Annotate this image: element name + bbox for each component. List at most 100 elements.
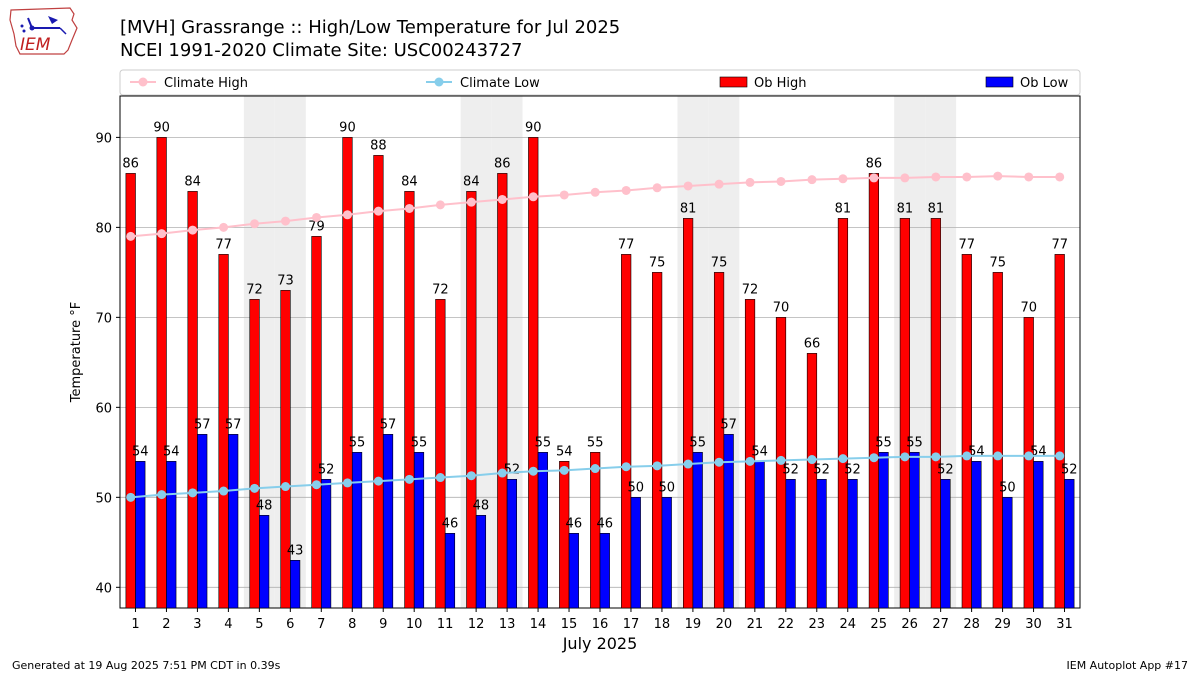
ob-low-bar-31: [1064, 479, 1075, 609]
ob-high-label-26: 81: [897, 201, 914, 216]
ob-high-label-5: 72: [246, 282, 263, 297]
x-tick-label-6: 6: [286, 617, 294, 632]
climate-high-point-2: [157, 229, 167, 239]
x-tick-label-4: 4: [224, 617, 232, 632]
x-tick-label-2: 2: [162, 617, 170, 632]
ob-high-bar-6: [280, 290, 291, 609]
ob-high-bar-25: [868, 173, 880, 609]
generated-timestamp: Generated at 19 Aug 2025 7:51 PM CDT in …: [12, 659, 281, 672]
climate-high-point-30: [1024, 172, 1034, 182]
ob-high-bar-5: [249, 299, 260, 609]
climate-low-point-21: [745, 456, 755, 466]
climate-low-point-15: [559, 465, 569, 475]
ob-low-label-12: 48: [473, 498, 490, 513]
ob-high-bar-14: [528, 137, 539, 609]
climate-low-point-5: [250, 483, 260, 493]
y-tick-label-80: 80: [95, 221, 112, 236]
x-tick-label-29: 29: [994, 617, 1011, 632]
legend-ob-high-label: Ob High: [754, 76, 807, 91]
climate-high-point-24: [838, 174, 848, 184]
ob-low-bar-2: [166, 461, 177, 609]
climate-high-point-29: [993, 171, 1003, 181]
ob-low-bar-19: [692, 452, 703, 609]
ob-high-bar-7: [311, 236, 322, 609]
ob-low-bar-25: [878, 452, 889, 609]
climate-high-point-3: [188, 225, 198, 235]
climate-low-point-31: [1055, 451, 1065, 461]
ob-high-bar-31: [1054, 254, 1065, 609]
ob-low-label-20: 57: [720, 417, 737, 432]
climate-high-point-9: [373, 206, 383, 216]
x-tick-label-21: 21: [747, 617, 764, 632]
ob-high-label-8: 90: [339, 120, 356, 135]
ob-low-bar-29: [1002, 497, 1013, 609]
ob-low-label-23: 52: [813, 462, 830, 477]
climate-low-point-9: [373, 476, 383, 486]
ob-low-bar-14: [537, 452, 548, 609]
ob-low-bar-20: [723, 434, 734, 609]
ob-low-bar-24: [847, 479, 858, 609]
climate-low-point-25: [869, 453, 879, 463]
ob-high-label-22: 70: [773, 300, 790, 315]
ob-high-bar-23: [806, 353, 818, 609]
ob-low-label-5: 48: [256, 498, 273, 513]
climate-high-point-18: [652, 183, 662, 193]
ob-low-bar-9: [382, 434, 394, 609]
ob-low-label-25: 55: [875, 435, 892, 450]
climate-low-point-10: [404, 474, 414, 484]
climate-low-point-29: [993, 451, 1003, 461]
ob-low-bar-11: [444, 533, 456, 609]
climate-low-point-23: [807, 455, 817, 465]
x-tick-label-26: 26: [901, 617, 918, 632]
ob-low-bar-10: [413, 452, 425, 609]
climate-high-point-12: [466, 197, 476, 207]
y-tick-label-50: 50: [95, 491, 112, 506]
ob-low-label-7: 52: [318, 462, 335, 477]
ob-low-bar-28: [971, 461, 982, 609]
ob-low-label-26: 55: [906, 435, 923, 450]
climate-low-point-30: [1024, 451, 1034, 461]
x-tick-label-24: 24: [839, 617, 856, 632]
ob-low-bar-13: [506, 479, 517, 609]
climate-low-point-22: [776, 455, 786, 465]
ob-high-bar-21: [744, 299, 756, 609]
climate-low-point-24: [838, 454, 848, 464]
ob-high-bar-3: [187, 191, 198, 609]
ob-low-label-15: 46: [566, 516, 583, 531]
ob-high-label-15: 54: [556, 444, 573, 459]
ob-low-bar-26: [909, 452, 920, 609]
ob-low-bar-27: [940, 479, 951, 609]
x-tick-label-25: 25: [870, 617, 887, 632]
x-tick-label-22: 22: [778, 617, 795, 632]
x-tick-label-17: 17: [623, 617, 640, 632]
ob-low-bar-4: [228, 434, 239, 609]
ob-high-label-10: 84: [401, 174, 418, 189]
climate-high-point-6: [281, 216, 291, 226]
y-axis-label: Temperature °F: [69, 302, 84, 403]
chart-subtitle: NCEI 1991-2020 Climate Site: USC00243727: [120, 40, 523, 61]
climate-low-point-7: [311, 480, 321, 490]
y-tick-label-40: 40: [95, 581, 112, 596]
ob-high-bar-9: [373, 155, 384, 609]
ob-low-bar-16: [599, 533, 610, 609]
x-tick-label-15: 15: [561, 617, 578, 632]
climate-low-point-3: [188, 488, 198, 498]
climate-high-point-7: [311, 212, 321, 222]
ob-high-bar-28: [961, 254, 972, 609]
ob-high-bar-1: [125, 173, 136, 609]
ob-high-label-21: 72: [742, 282, 759, 297]
x-tick-label-5: 5: [255, 617, 263, 632]
climate-high-point-16: [590, 187, 600, 197]
legend-ob-high-swatch: [719, 76, 748, 88]
ob-high-label-19: 81: [680, 201, 697, 216]
ob-low-label-2: 54: [163, 444, 180, 459]
x-tick-label-31: 31: [1056, 617, 1073, 632]
x-tick-label-13: 13: [499, 617, 516, 632]
climate-low-point-20: [714, 457, 724, 467]
climate-low-point-4: [219, 486, 229, 496]
x-tick-label-7: 7: [317, 617, 325, 632]
ob-high-label-18: 75: [649, 255, 666, 270]
climate-high-point-27: [931, 172, 941, 182]
ob-high-bar-26: [899, 218, 910, 609]
